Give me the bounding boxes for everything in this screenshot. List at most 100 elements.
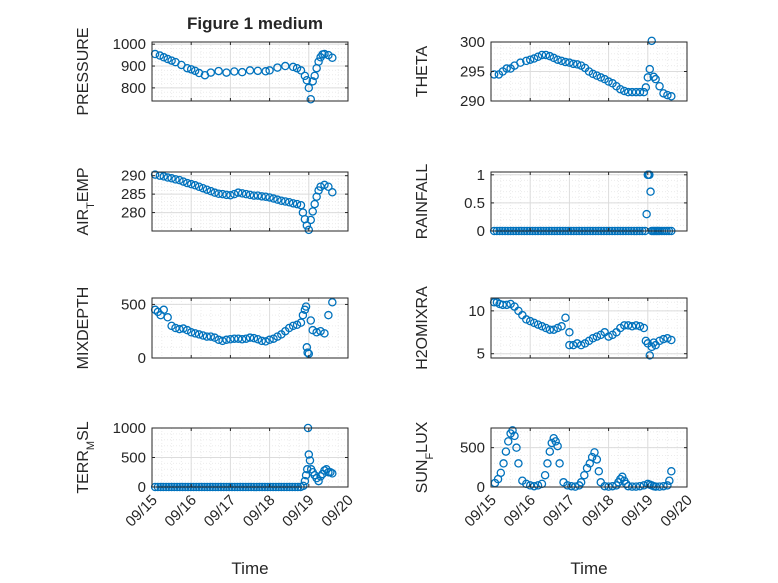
data-point	[245, 333, 255, 342]
y-tick-label: 900	[121, 58, 146, 75]
data-point	[312, 328, 321, 337]
data-point	[320, 329, 329, 338]
data-point	[659, 481, 668, 491]
data-point	[303, 348, 312, 357]
data-point	[226, 190, 235, 200]
data-point	[512, 443, 521, 452]
data-point	[635, 322, 645, 331]
data-point	[594, 467, 604, 476]
data-point	[576, 340, 586, 350]
data-point	[510, 431, 519, 441]
y-tick-label: 280	[121, 205, 146, 222]
data-point	[304, 450, 314, 459]
data-point	[616, 474, 625, 484]
data-point	[620, 321, 629, 330]
data-point	[565, 58, 574, 67]
y-tick-label: 800	[121, 80, 146, 97]
plot-area	[152, 172, 348, 231]
data-point	[588, 334, 598, 343]
data-point	[592, 71, 602, 80]
y-tick-label: 300	[460, 34, 485, 51]
data-point	[545, 51, 555, 61]
data-point	[218, 189, 227, 199]
data-point	[592, 455, 602, 464]
data-point	[502, 64, 511, 73]
data-point	[549, 325, 558, 334]
data-point	[302, 75, 312, 85]
data-point	[553, 441, 562, 451]
data-point	[308, 207, 317, 216]
data-point	[582, 463, 592, 473]
data-point	[623, 481, 633, 491]
x-axis-label: Time	[570, 559, 607, 578]
plot-area	[491, 172, 687, 231]
data-point	[496, 468, 506, 478]
y-tick-label: 1000	[113, 36, 146, 53]
data-point	[516, 58, 525, 67]
data-point	[549, 53, 558, 63]
data-point	[241, 189, 251, 199]
data-point	[194, 330, 204, 339]
data-point	[253, 334, 263, 344]
data-point	[642, 209, 651, 219]
data-point	[667, 467, 676, 476]
data-point	[529, 318, 539, 328]
subplot-rainfall: 0 0.5 1 RAINFALL	[414, 164, 688, 240]
data-point	[522, 315, 531, 324]
data-point	[541, 50, 551, 60]
axes-box	[151, 171, 349, 232]
data-point	[525, 55, 535, 64]
data-point	[159, 172, 169, 181]
data-point	[631, 321, 641, 330]
data-point	[618, 472, 627, 482]
data-point	[245, 66, 255, 75]
data-point	[533, 52, 543, 62]
data-point	[580, 470, 589, 480]
data-point	[186, 65, 196, 74]
data-point	[659, 89, 668, 98]
data-point	[563, 481, 572, 490]
data-point	[171, 323, 180, 333]
data-point	[651, 74, 660, 84]
data-point	[284, 197, 294, 207]
subplot-h2omixra: 5 10 H2OMIXRA	[414, 286, 688, 370]
data-point	[525, 316, 535, 326]
data-point	[233, 188, 243, 197]
data-point	[501, 447, 511, 456]
data-point	[553, 323, 562, 333]
subplot-pressure: 800 900 1000 PRESSURE	[75, 27, 349, 116]
y-tick-label: 500	[121, 450, 146, 467]
axes-box	[151, 297, 349, 359]
data-point	[304, 83, 314, 93]
data-point	[646, 187, 655, 196]
y-axis-label-2: AIRTEMP	[75, 167, 97, 235]
data-point	[257, 336, 267, 346]
data-point	[265, 193, 274, 202]
data-point	[643, 73, 653, 82]
data-point	[245, 190, 255, 200]
data-point	[635, 481, 645, 491]
data-point	[163, 54, 172, 64]
data-point	[645, 64, 655, 74]
data-point	[167, 56, 176, 65]
data-point	[572, 60, 582, 69]
data-point	[230, 189, 239, 199]
data-point	[222, 190, 231, 200]
axes-box	[490, 171, 688, 232]
data-point	[249, 333, 259, 343]
data-point	[292, 199, 302, 209]
data-point	[179, 177, 188, 186]
data-point	[288, 199, 298, 208]
data-point	[503, 437, 513, 446]
axes-box	[490, 297, 688, 359]
y-axis-label-5: H2OMIXRA	[414, 286, 431, 370]
data-point	[163, 313, 172, 322]
y-tick-label: 1	[477, 167, 485, 184]
data-point	[645, 170, 654, 180]
y-tick-label: 0.5	[464, 195, 485, 212]
data-point	[545, 325, 555, 334]
y-tick-label: 290	[121, 168, 146, 185]
data-point	[310, 199, 319, 209]
data-point	[210, 188, 219, 197]
data-point	[281, 61, 290, 71]
